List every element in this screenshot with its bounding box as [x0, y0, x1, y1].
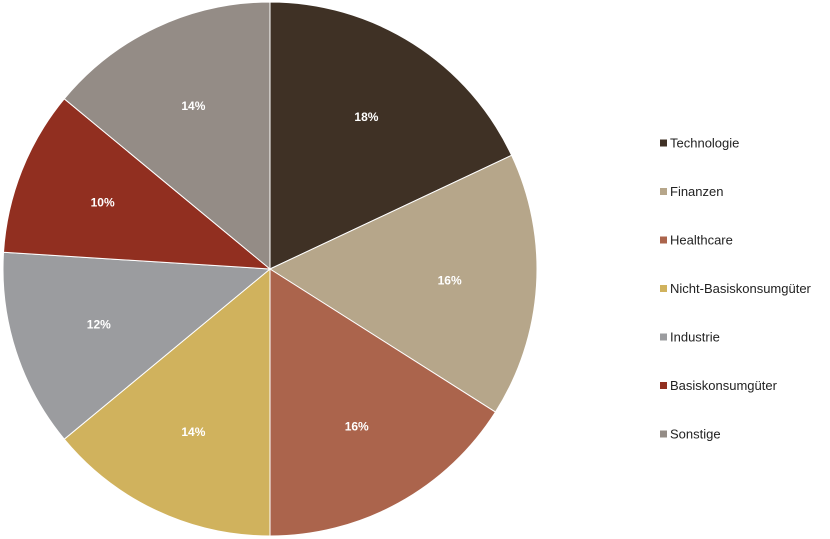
legend-item: Nicht-Basiskonsumgüter — [660, 281, 812, 296]
legend-swatch — [660, 139, 667, 147]
pie-slice-labels: 18% 16% 16% 14% 12% 10% 14% — [87, 99, 462, 439]
slice-value-label: 18% — [354, 110, 378, 124]
pie-slice-nicht-basiskonsumg-ter — [63, 267, 271, 537]
slice-value-label: 10% — [91, 196, 115, 210]
pie-slice-sonstige — [63, 1, 271, 271]
legend-swatch — [660, 236, 667, 244]
slice-value-label: 12% — [87, 318, 111, 332]
pie-slice-basiskonsumg-ter — [2, 98, 272, 270]
legend-label: Sonstige — [670, 427, 721, 442]
legend-item: Industrie — [660, 330, 720, 345]
slice-value-label: 16% — [438, 273, 462, 287]
legend-swatch — [660, 333, 667, 341]
pie-slice-finanzen — [268, 154, 538, 413]
legend: Technologie Finanzen Healthcare Nicht-Basis… — [660, 136, 812, 442]
legend-item: Basiskonsumgüter — [660, 378, 778, 393]
pie-slice-technologie — [269, 1, 513, 270]
legend-item: Technologie — [660, 136, 739, 151]
legend-label: Finanzen — [670, 184, 723, 199]
legend-swatch — [660, 285, 667, 292]
legend-item: Finanzen — [660, 184, 723, 199]
legend-item: Healthcare — [660, 233, 733, 248]
legend-label: Industrie — [670, 330, 720, 345]
legend-label: Healthcare — [670, 233, 733, 248]
pie-slice-industrie — [2, 251, 272, 440]
legend-swatch — [660, 382, 667, 389]
legend-item: Sonstige — [660, 427, 721, 442]
slice-value-label: 16% — [345, 420, 369, 434]
legend-label: Nicht-Basiskonsumgüter — [670, 281, 812, 296]
legend-label: Basiskonsumgüter — [670, 378, 778, 393]
legend-swatch — [660, 430, 667, 438]
legend-swatch — [660, 188, 667, 195]
legend-label: Technologie — [670, 136, 739, 151]
pie-slice-healthcare — [269, 268, 497, 537]
slice-value-label: 14% — [181, 99, 205, 113]
pie-slices — [2, 1, 538, 537]
slice-value-label: 14% — [181, 425, 205, 439]
